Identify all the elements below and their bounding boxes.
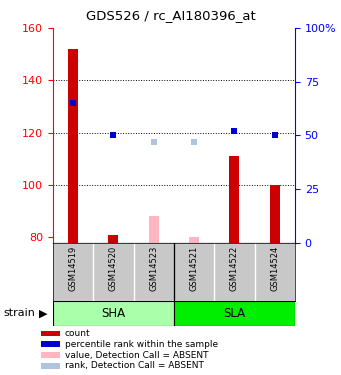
Bar: [68, 49, 78, 243]
Text: GSM14519: GSM14519: [69, 246, 77, 291]
Text: GSM14522: GSM14522: [230, 246, 239, 291]
Bar: [189, 237, 199, 243]
Text: SLA: SLA: [223, 307, 246, 320]
Bar: [41, 341, 60, 347]
Text: GSM14521: GSM14521: [190, 246, 198, 291]
Text: rank, Detection Call = ABSENT: rank, Detection Call = ABSENT: [65, 362, 204, 370]
Bar: [41, 330, 60, 336]
Text: value, Detection Call = ABSENT: value, Detection Call = ABSENT: [65, 351, 208, 360]
Text: GSM14520: GSM14520: [109, 246, 118, 291]
Bar: [229, 156, 239, 243]
Text: GDS526 / rc_AI180396_at: GDS526 / rc_AI180396_at: [86, 9, 255, 22]
Bar: [270, 185, 280, 243]
Bar: [149, 216, 159, 243]
Text: GSM14523: GSM14523: [149, 246, 158, 291]
Text: ▶: ▶: [39, 309, 48, 318]
Bar: [41, 352, 60, 358]
Bar: [41, 363, 60, 369]
Text: count: count: [65, 329, 90, 338]
Bar: [108, 235, 118, 243]
Text: percentile rank within the sample: percentile rank within the sample: [65, 340, 218, 349]
Text: SHA: SHA: [101, 307, 125, 320]
Bar: [174, 301, 295, 326]
Text: GSM14524: GSM14524: [270, 246, 279, 291]
Bar: [53, 301, 174, 326]
Text: strain: strain: [3, 309, 35, 318]
